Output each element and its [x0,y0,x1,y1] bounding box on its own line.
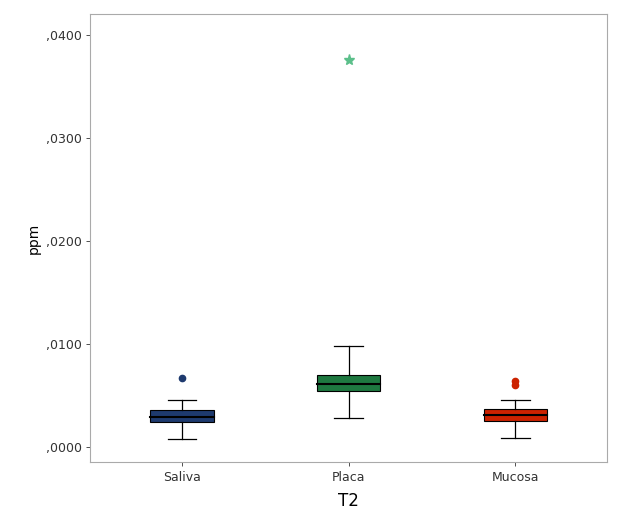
Bar [150,410,214,422]
Bar [484,409,547,421]
Y-axis label: ppm: ppm [26,223,40,254]
X-axis label: T2: T2 [338,492,359,510]
Bar [317,375,380,391]
